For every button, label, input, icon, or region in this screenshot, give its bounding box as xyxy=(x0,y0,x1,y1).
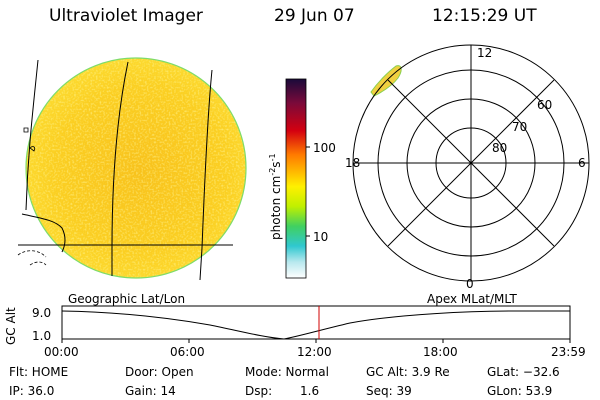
glat-info: GLat: −32.6 xyxy=(487,365,560,379)
alt-ymin-label: 1.0 xyxy=(32,329,52,343)
dsp-label: Dsp: xyxy=(245,384,273,398)
colorbar-tick-10: 10 xyxy=(313,230,329,244)
image-time: 12:15:29 UT xyxy=(432,6,537,26)
door-info: Door: Open xyxy=(125,365,194,379)
seq-info: Seq: 39 xyxy=(366,384,412,398)
time-tick-2359: 23:59 xyxy=(551,345,586,359)
mlat-label-70: 70 xyxy=(512,120,528,134)
alt-ymax-label: 9.0 xyxy=(32,306,52,320)
time-tick-1200: 12:00 xyxy=(297,345,332,359)
glon-info: GLon: 53.9 xyxy=(487,384,553,398)
colorbar-tick-100: 100 xyxy=(313,141,336,155)
apex-caption: Apex MLat/MLT xyxy=(427,292,517,306)
mode-info: Mode: Normal xyxy=(245,365,329,379)
time-tick-1800: 18:00 xyxy=(423,345,458,359)
dsp-value: 1.6 xyxy=(300,384,320,398)
mlt-label-6: 6 xyxy=(578,156,586,170)
mlt-label-12: 12 xyxy=(477,46,493,60)
mlt-label-18: 18 xyxy=(345,156,361,170)
instrument-title: Ultraviolet Imager xyxy=(49,6,203,26)
geo-caption: Geographic Lat/Lon xyxy=(68,292,186,306)
mlt-label-0: 0 xyxy=(466,277,474,291)
time-tick-0000: 00:00 xyxy=(44,345,79,359)
alt-axis-label: GC Alt xyxy=(4,307,18,345)
image-date: 29 Jun 07 xyxy=(274,6,355,26)
time-tick-0600: 06:00 xyxy=(170,345,205,359)
gain-info: Gain: 14 xyxy=(125,384,176,398)
mlat-label-60: 60 xyxy=(537,98,553,112)
ip-info: IP: 36.0 xyxy=(9,384,55,398)
gc-alt-info: GC Alt: 3.9 Re xyxy=(366,365,450,379)
flight-info: Flt: HOME xyxy=(9,365,69,379)
mlat-label-80: 80 xyxy=(492,141,508,155)
